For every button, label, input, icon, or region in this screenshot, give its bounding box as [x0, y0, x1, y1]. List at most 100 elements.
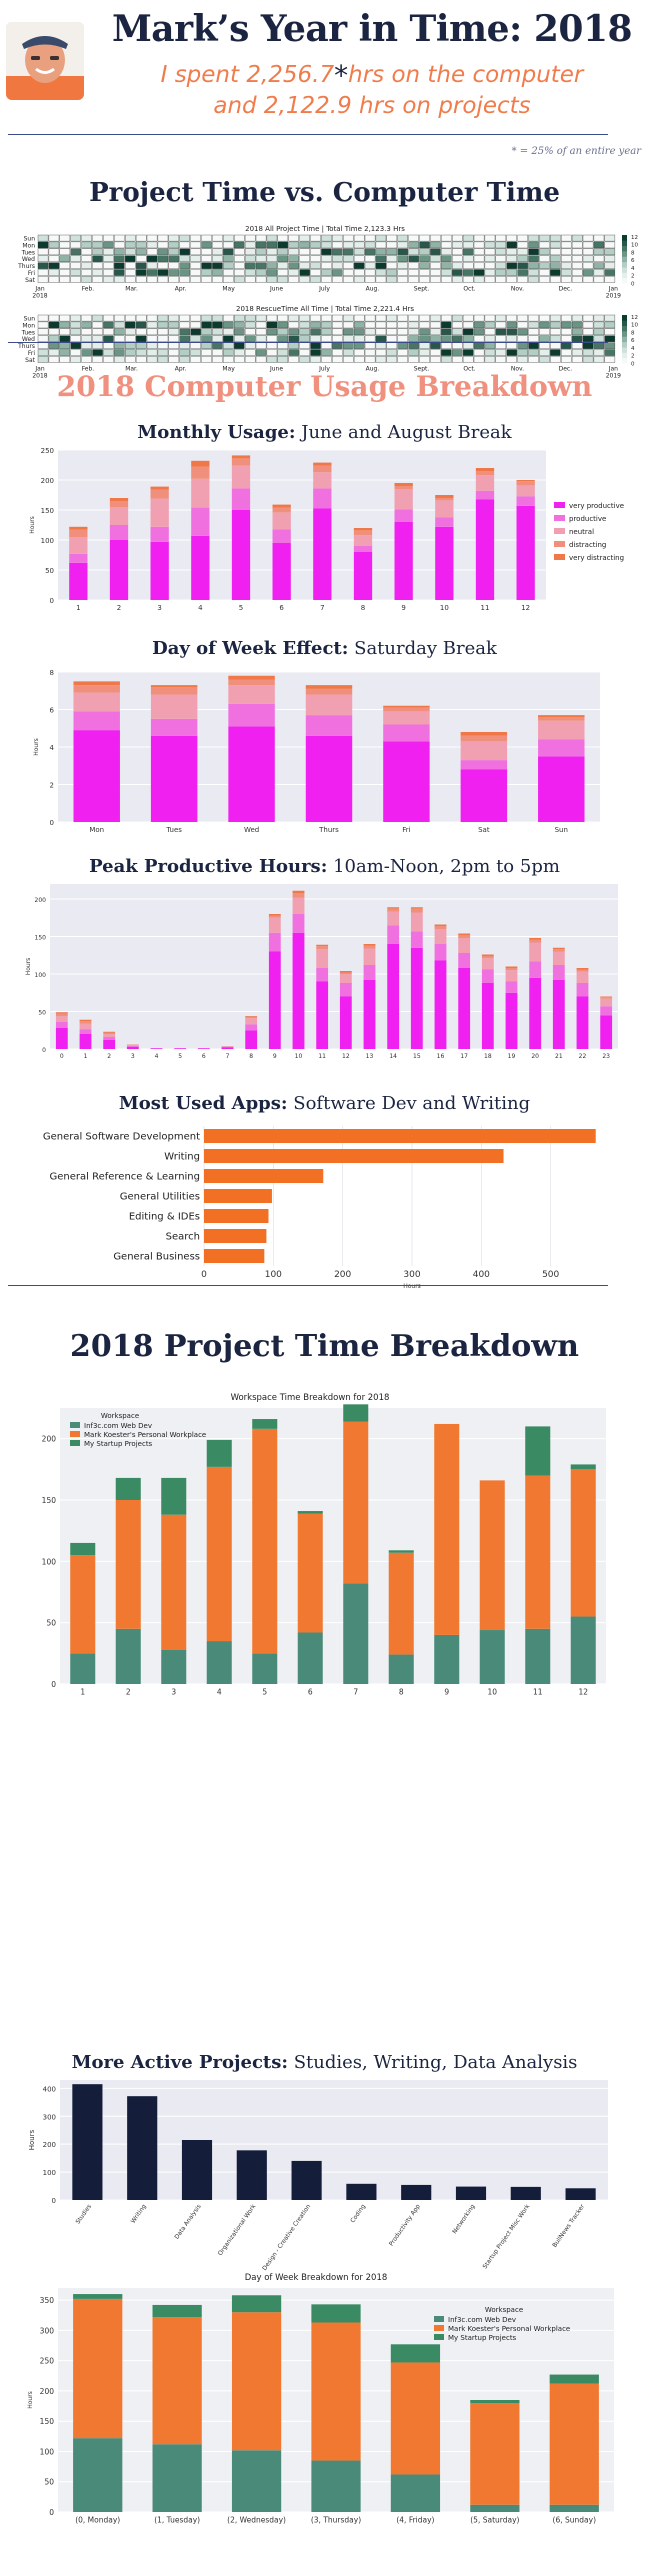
- bar-segment: [150, 735, 198, 822]
- heatmap-cell: [561, 314, 572, 322]
- heatmap-cell: [255, 314, 267, 322]
- heatmap-cell: [430, 262, 441, 269]
- bar-segment: [69, 562, 88, 600]
- bar-segment: [268, 915, 281, 918]
- x-tick-label: 4: [217, 1688, 222, 1697]
- heatmap-cell: [484, 234, 496, 242]
- heatmap-cell: [114, 248, 125, 256]
- heatmap-cell: [212, 349, 223, 356]
- heatmap-cell: [593, 234, 605, 242]
- bar-segment: [221, 1046, 234, 1047]
- heatmap-cell: [70, 349, 81, 356]
- colorbar-segment: [622, 240, 627, 247]
- heatmap-cell: [441, 321, 452, 329]
- heatmap-cell: [201, 241, 212, 249]
- bar-segment: [231, 465, 251, 489]
- heatmap-cell: [430, 255, 441, 262]
- colorbar-tick-label: 8: [631, 330, 635, 336]
- heatmap-cell: [201, 276, 212, 283]
- bar-segment: [435, 498, 454, 501]
- bar-segment: [292, 914, 305, 933]
- heatmap-cell: [495, 248, 507, 256]
- colorbar-tick-label: 4: [631, 346, 635, 352]
- heatmap-month-label: Feb.: [82, 285, 95, 292]
- x-tick-label: 20: [531, 1053, 539, 1060]
- heatmap-cell: [81, 234, 92, 242]
- heatmap-cell: [397, 342, 408, 349]
- heatmap-cell: [571, 248, 583, 256]
- heatmap-cell: [135, 255, 147, 262]
- heatmap-cell: [484, 314, 496, 322]
- heatmap-cell: [495, 328, 507, 336]
- heatmap-cell: [495, 321, 507, 329]
- bar-segment: [305, 735, 353, 822]
- heatmap-cell: [135, 248, 147, 256]
- heatmap-cell: [528, 241, 539, 249]
- heatmap-cell: [37, 269, 49, 276]
- heatmap-cell: [582, 349, 594, 356]
- x-tick-label: 8: [399, 1688, 404, 1697]
- bar-segment: [305, 688, 353, 695]
- heatmap-cell: [332, 255, 343, 262]
- heatmap-cell: [125, 248, 136, 256]
- y-tick-label: 50: [46, 1619, 56, 1628]
- bar-segment: [460, 760, 508, 770]
- legend-label: distracting: [569, 541, 606, 549]
- heatmap-cell: [244, 262, 256, 269]
- bar-segment: [481, 969, 494, 983]
- heatmap-cell: [48, 321, 60, 329]
- heatmap-cell: [582, 255, 594, 262]
- heatmap-cell: [550, 321, 561, 329]
- heatmap-cell: [92, 335, 103, 342]
- bar-segment: [311, 2322, 361, 2461]
- bar-segment: [434, 944, 447, 961]
- heatmap-cell: [430, 276, 441, 283]
- heatmap-month-label: Oct.: [463, 365, 475, 372]
- heatmap-cell: [539, 314, 550, 322]
- heatmap-cell: [353, 262, 365, 269]
- x-tick-label: 2: [126, 1688, 131, 1697]
- heatmap-cell: [179, 342, 190, 349]
- bar-segment: [126, 1044, 139, 1046]
- heatmap-cell: [473, 328, 485, 336]
- bar-segment: [516, 481, 535, 486]
- heatmap-day-label: Wed: [22, 336, 35, 343]
- heatmap-cell: [528, 248, 539, 256]
- heatmap-cell: [114, 269, 125, 276]
- x-tick-label: (6, Sunday): [553, 2516, 597, 2525]
- heatmap-cell: [593, 276, 605, 283]
- bar-segment: [343, 1404, 369, 1422]
- colorbar-segment: [622, 267, 627, 273]
- heatmap-cell: [157, 262, 169, 269]
- x-tick-label: 200: [334, 1270, 351, 1280]
- heatmap-cell: [528, 328, 539, 336]
- heatmap-cell: [364, 314, 376, 322]
- bar-segment: [126, 1046, 139, 1047]
- colorbar-tick-label: 6: [631, 338, 635, 344]
- heatmap-cell: [528, 255, 539, 262]
- heatmap-cell: [299, 262, 310, 269]
- heatmap-cell: [473, 269, 485, 276]
- heatmap-cell: [81, 356, 92, 363]
- bar-segment: [228, 703, 275, 727]
- legend-label: Mark Koester's Personal Workplace: [448, 2325, 570, 2333]
- heatmap-cell: [539, 321, 550, 329]
- bar-segment: [525, 1475, 551, 1629]
- heatmap-cell: [299, 335, 310, 342]
- heatmap-cell: [571, 276, 583, 283]
- heatmap-cell: [561, 335, 572, 342]
- heatmap-cell: [397, 328, 408, 336]
- bar-segment: [525, 1426, 551, 1476]
- bar-segment: [481, 958, 494, 970]
- bar-segment: [434, 960, 447, 1049]
- heatmap-cell: [125, 255, 136, 262]
- heatmap-cell: [582, 328, 594, 336]
- heatmap-cell: [212, 335, 223, 342]
- heatmap-cell: [212, 314, 223, 322]
- heatmap-cell: [539, 342, 550, 349]
- x-tick-label: Design - Creative Creation: [261, 2203, 312, 2272]
- bar-segment: [458, 938, 471, 953]
- bar-segment: [69, 537, 88, 554]
- heatmap-cell: [157, 255, 169, 262]
